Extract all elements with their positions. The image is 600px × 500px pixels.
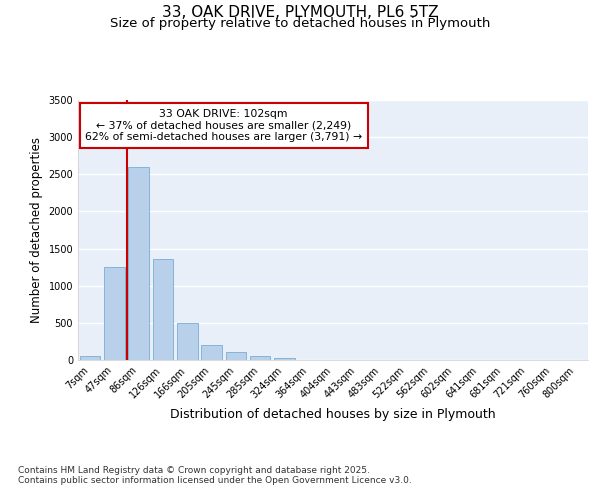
Bar	[80, 356, 100, 360]
Bar	[104, 267, 125, 360]
Bar	[177, 323, 197, 360]
Text: 33, OAK DRIVE, PLYMOUTH, PL6 5TZ: 33, OAK DRIVE, PLYMOUTH, PL6 5TZ	[161, 5, 439, 20]
Bar	[250, 356, 271, 360]
Bar	[201, 345, 222, 360]
Bar	[128, 167, 149, 360]
Bar	[152, 259, 173, 360]
Text: Size of property relative to detached houses in Plymouth: Size of property relative to detached ho…	[110, 18, 490, 30]
Y-axis label: Number of detached properties: Number of detached properties	[30, 137, 43, 323]
Text: 33 OAK DRIVE: 102sqm
← 37% of detached houses are smaller (2,249)
62% of semi-de: 33 OAK DRIVE: 102sqm ← 37% of detached h…	[85, 109, 362, 142]
Bar	[274, 358, 295, 360]
Text: Contains HM Land Registry data © Crown copyright and database right 2025.
Contai: Contains HM Land Registry data © Crown c…	[18, 466, 412, 485]
Bar	[226, 352, 246, 360]
X-axis label: Distribution of detached houses by size in Plymouth: Distribution of detached houses by size …	[170, 408, 496, 421]
